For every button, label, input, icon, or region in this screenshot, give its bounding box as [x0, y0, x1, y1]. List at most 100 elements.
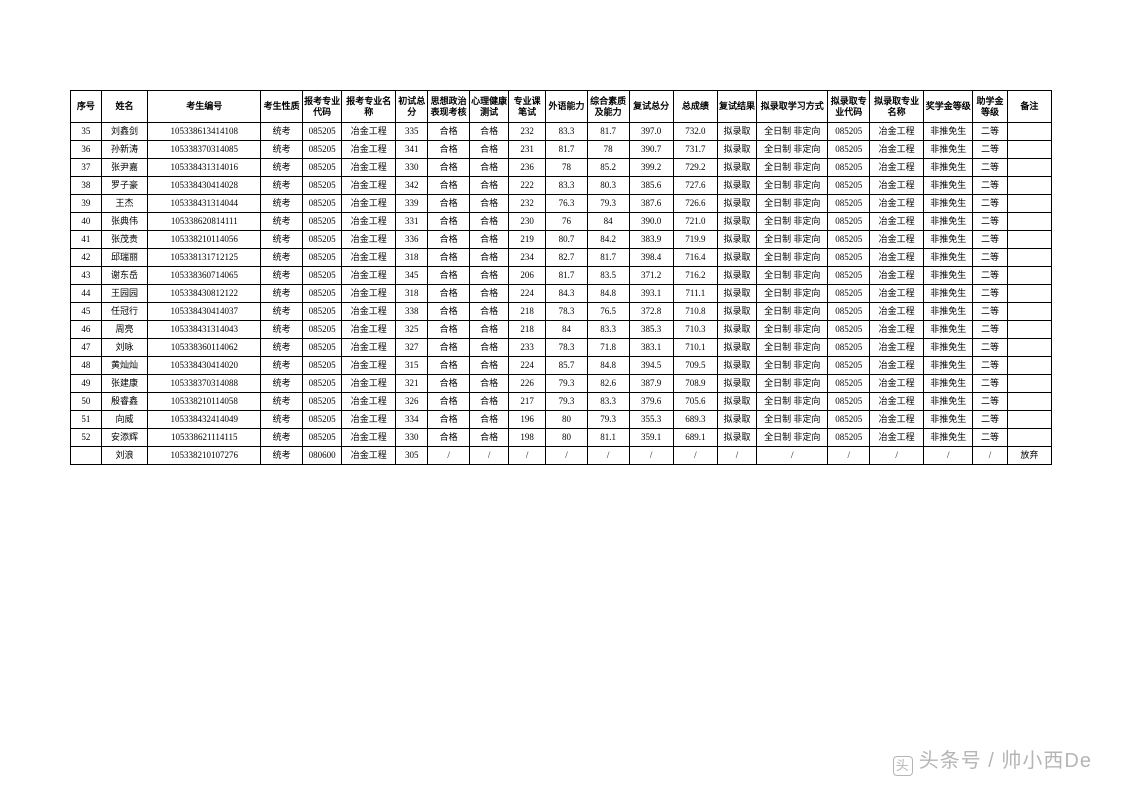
table-cell: 085205: [303, 123, 342, 141]
table-cell: 拟录取: [717, 141, 756, 159]
table-cell: [1007, 267, 1051, 285]
col-header: 序号: [71, 91, 102, 123]
table-cell: 379.6: [629, 393, 673, 411]
table-cell: 二等: [973, 393, 1007, 411]
col-header: 拟录取学习方式: [757, 91, 828, 123]
table-cell: 085205: [828, 267, 870, 285]
table-cell: 合格: [469, 375, 508, 393]
table-cell: 105338370314085: [148, 141, 261, 159]
table-cell: 黄灿灿: [101, 357, 148, 375]
table-cell: 325: [396, 321, 428, 339]
table-cell: 105338430414028: [148, 177, 261, 195]
table-cell: 085205: [828, 159, 870, 177]
table-cell: 冶金工程: [342, 249, 396, 267]
table-cell: 84.2: [587, 231, 629, 249]
table-cell: 合格: [428, 429, 470, 447]
table-cell: 冶金工程: [870, 141, 924, 159]
table-row: 41张茂贵105338210114056统考085205冶金工程336合格合格2…: [71, 231, 1052, 249]
table-cell: 合格: [469, 339, 508, 357]
table-cell: 合格: [469, 393, 508, 411]
table-cell: 84.8: [587, 285, 629, 303]
table-cell: 71.8: [587, 339, 629, 357]
table-cell: 全日制 非定向: [757, 339, 828, 357]
table-row: 35刘鑫剑105338613414108统考085205冶金工程335合格合格2…: [71, 123, 1052, 141]
table-cell: 合格: [428, 159, 470, 177]
table-cell: 全日制 非定向: [757, 303, 828, 321]
table-cell: 合格: [428, 141, 470, 159]
table-cell: 冶金工程: [870, 375, 924, 393]
table-cell: 拟录取: [717, 339, 756, 357]
table-cell: 80.3: [587, 177, 629, 195]
table-cell: 334: [396, 411, 428, 429]
table-cell: 合格: [428, 249, 470, 267]
table-cell: /: [973, 447, 1007, 465]
table-header-row: 序号姓名考生编号考生性质报考专业代码报考专业名称初试总分思想政治表现考核心理健康…: [71, 91, 1052, 123]
table-cell: 拟录取: [717, 429, 756, 447]
table-cell: 38: [71, 177, 102, 195]
table-cell: 359.1: [629, 429, 673, 447]
table-cell: 二等: [973, 231, 1007, 249]
table-cell: 234: [509, 249, 546, 267]
table-cell: 冶金工程: [870, 159, 924, 177]
table-cell: 81.1: [587, 429, 629, 447]
table-cell: 非推免生: [924, 357, 973, 375]
table-cell: 二等: [973, 123, 1007, 141]
table-row: 51向威105338432414049统考085205冶金工程334合格合格19…: [71, 411, 1052, 429]
table-cell: [1007, 231, 1051, 249]
table-cell: 085205: [828, 357, 870, 375]
table-cell: 83.3: [546, 177, 588, 195]
table-cell: 全日制 非定向: [757, 429, 828, 447]
table-cell: 统考: [261, 393, 303, 411]
table-cell: 105338131712125: [148, 249, 261, 267]
table-cell: 合格: [469, 123, 508, 141]
table-cell: 196: [509, 411, 546, 429]
table-cell: 342: [396, 177, 428, 195]
table-cell: 冶金工程: [870, 213, 924, 231]
table-cell: 085205: [828, 339, 870, 357]
table-cell: 合格: [469, 303, 508, 321]
table-cell: 冶金工程: [342, 267, 396, 285]
table-cell: 全日制 非定向: [757, 357, 828, 375]
table-cell: 罗子豪: [101, 177, 148, 195]
table-cell: 合格: [428, 303, 470, 321]
table-cell: 236: [509, 159, 546, 177]
table-cell: 355.3: [629, 411, 673, 429]
table-cell: 合格: [428, 231, 470, 249]
table-cell: 085205: [303, 321, 342, 339]
table-cell: [1007, 411, 1051, 429]
table-cell: 387.6: [629, 195, 673, 213]
table-cell: 689.3: [673, 411, 717, 429]
table-cell: 冶金工程: [870, 267, 924, 285]
table-cell: 全日制 非定向: [757, 159, 828, 177]
table-cell: /: [673, 447, 717, 465]
table-cell: 拟录取: [717, 321, 756, 339]
table-cell: 二等: [973, 159, 1007, 177]
table-cell: /: [757, 447, 828, 465]
table-cell: 78.3: [546, 303, 588, 321]
table-cell: 085205: [828, 393, 870, 411]
table-cell: 非推免生: [924, 177, 973, 195]
table-cell: 84: [546, 321, 588, 339]
table-cell: 全日制 非定向: [757, 411, 828, 429]
table-cell: 非推免生: [924, 339, 973, 357]
table-cell: 二等: [973, 195, 1007, 213]
table-cell: 二等: [973, 303, 1007, 321]
table-cell: 刘咏: [101, 339, 148, 357]
table-cell: 716.2: [673, 267, 717, 285]
table-cell: 85.7: [546, 357, 588, 375]
table-cell: 085205: [828, 231, 870, 249]
table-cell: 合格: [428, 177, 470, 195]
table-cell: [1007, 393, 1051, 411]
table-cell: 085205: [828, 375, 870, 393]
table-cell: 732.0: [673, 123, 717, 141]
table-cell: 冶金工程: [342, 159, 396, 177]
table-cell: 085205: [303, 249, 342, 267]
table-cell: /: [587, 447, 629, 465]
table-cell: 二等: [973, 267, 1007, 285]
table-cell: 78.3: [546, 339, 588, 357]
table-cell: 冶金工程: [342, 231, 396, 249]
table-cell: 二等: [973, 429, 1007, 447]
table-cell: 085205: [828, 123, 870, 141]
table-cell: 44: [71, 285, 102, 303]
table-cell: 二等: [973, 411, 1007, 429]
